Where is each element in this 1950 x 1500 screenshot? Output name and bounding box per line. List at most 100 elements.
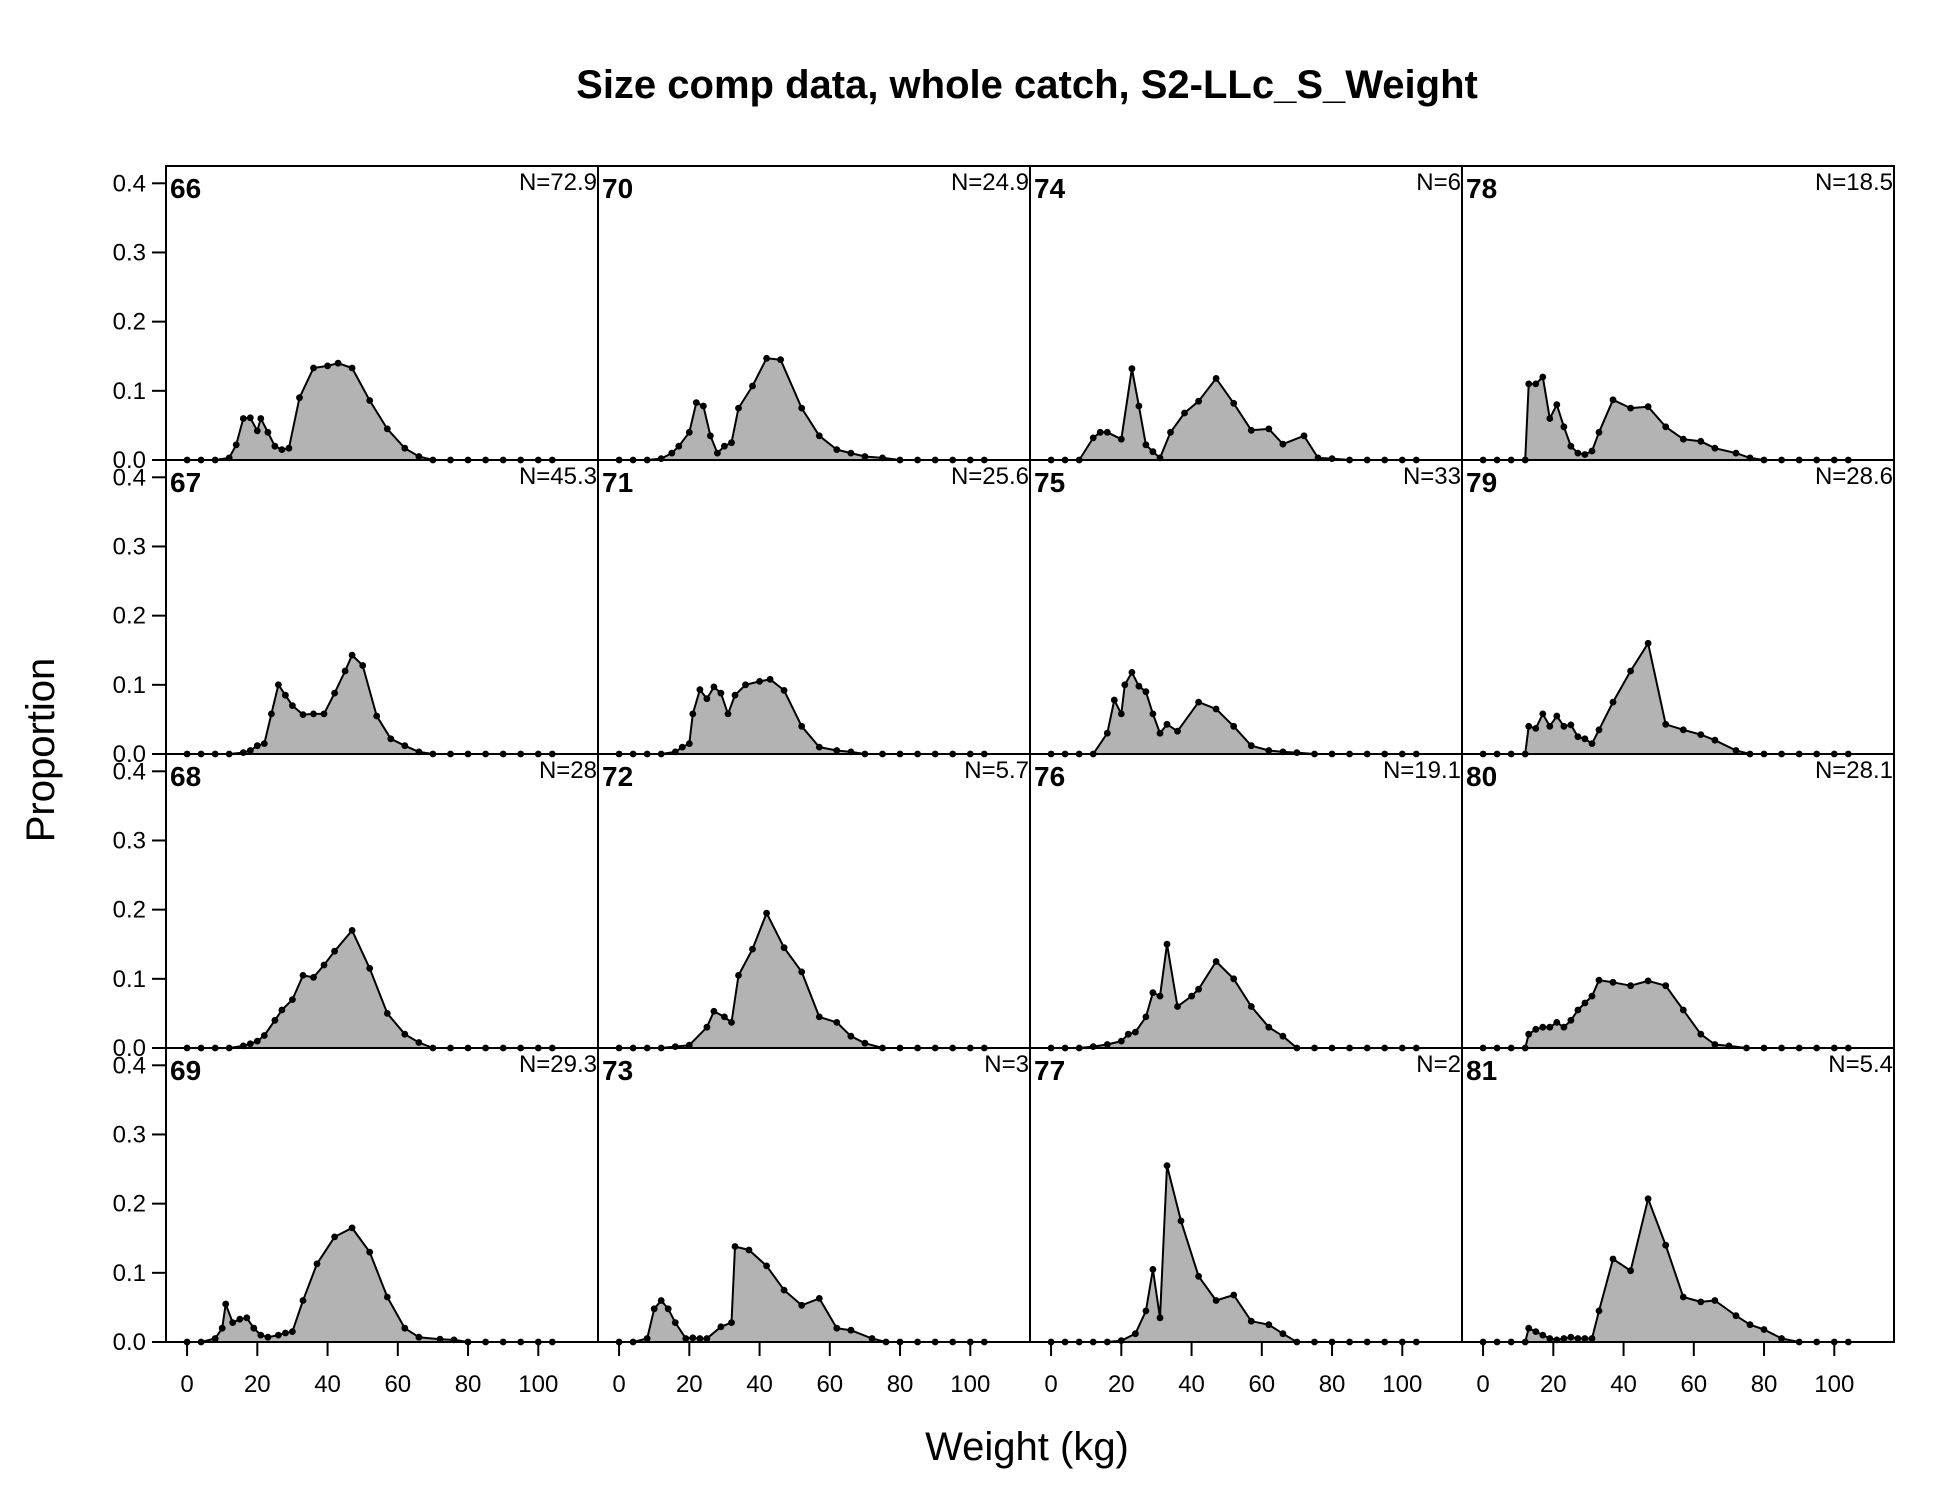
- panel-77-point-15: [1247, 1317, 1255, 1325]
- panel-76-point-18: [1265, 1023, 1273, 1031]
- panel-74-point-9: [1142, 441, 1150, 449]
- panel-69-point-21: [415, 1333, 423, 1341]
- panel-80-point-11: [1574, 1006, 1582, 1014]
- panel-78-year-label: 78: [1466, 173, 1497, 204]
- panel-76-point-5: [1117, 1037, 1125, 1045]
- panel-70-n-label: N=24.9: [951, 169, 1029, 196]
- panel-66-n-label: N=72.9: [519, 169, 597, 196]
- panel-73-point-16: [780, 1286, 788, 1294]
- panel-73-point-5: [664, 1305, 672, 1313]
- panel-80-point-14: [1595, 976, 1603, 984]
- panel-grid: 66 N=72.9 0.0 0.1 0.2 0.3 0.4 67 N=45.3 0.0 0.1 0.2…: [113, 165, 1895, 1398]
- panel-70-point-11: [721, 442, 728, 450]
- panel-80-year-label: 80: [1466, 761, 1497, 792]
- panel-68-point-16: [366, 965, 374, 972]
- panel-68-point-6: [253, 1037, 261, 1045]
- panel-80-point-5: [1532, 1025, 1540, 1033]
- panel-66-point-21: [415, 453, 423, 460]
- panel-80-n-label: N=28.1: [1815, 757, 1893, 784]
- panel-81-point-17: [1644, 1195, 1652, 1203]
- panel-76-point-19: [1279, 1032, 1287, 1040]
- panel-80-point-19: [1679, 1006, 1687, 1014]
- panel-78-n-label: N=18.5: [1815, 169, 1893, 196]
- panel-70-year-label: 70: [602, 173, 633, 204]
- panel-74-point-3: [1089, 434, 1097, 442]
- panel-68-year-label: 68: [170, 761, 201, 792]
- x-tick-label-81-2: 40: [1610, 1371, 1637, 1398]
- panel-76-point-14: [1195, 985, 1202, 993]
- panel-74-point-5: [1103, 428, 1111, 436]
- panel-67-point-5: [246, 747, 254, 754]
- panel-77-point-11: [1177, 1217, 1185, 1225]
- panel-68-point-7: [260, 1032, 268, 1039]
- y-axis-title: Proportion: [19, 658, 63, 843]
- panel-72-point-15: [815, 1013, 823, 1021]
- x-tick-label-73-1: 20: [676, 1371, 703, 1398]
- panel-79-point-21: [1711, 736, 1719, 744]
- panel-73-point-7: [682, 1335, 690, 1342]
- panel-71-point-15: [756, 678, 763, 685]
- panel-68-point-8: [271, 1016, 279, 1024]
- panel-67-point-6: [253, 742, 261, 750]
- y-tick-label-67-3: 0.3: [113, 533, 146, 560]
- panel-81-frame: [1461, 1047, 1895, 1343]
- panel-80-point-17: [1644, 977, 1652, 985]
- panel-72-point-8: [721, 1013, 728, 1021]
- panel-66-point-12: [285, 444, 293, 452]
- panel-73-point-3: [650, 1305, 658, 1313]
- panel-68-point-5: [246, 1040, 254, 1048]
- panel-76-point-12: [1174, 1003, 1181, 1010]
- panel-67-point-19: [373, 712, 381, 720]
- panel-67-point-9: [275, 681, 282, 689]
- panel-71-point-14: [742, 681, 749, 689]
- y-tick-label-67-4: 0.4: [113, 464, 146, 491]
- panel-73-area: [619, 1246, 985, 1342]
- panel-76-point-7: [1132, 1028, 1139, 1036]
- y-tick-label-67-0: 0.0: [113, 741, 146, 768]
- panel-78-point-13: [1588, 447, 1596, 455]
- panel-74-point-6: [1117, 435, 1125, 443]
- panel-73-point-4: [657, 1297, 665, 1304]
- panel-78-point-7: [1546, 415, 1554, 422]
- panel-77-point-9: [1156, 1314, 1164, 1322]
- panel-79-point-15: [1609, 698, 1617, 706]
- panel-66-point-17: [348, 364, 356, 372]
- y-tick-label-66-2: 0.2: [113, 309, 146, 336]
- panel-79-point-6: [1539, 710, 1547, 718]
- panel-70-point-19: [833, 446, 841, 453]
- panel-70-point-20: [847, 449, 855, 457]
- panel-72-point-14: [798, 968, 806, 976]
- panel-75-point-12: [1156, 729, 1164, 737]
- panel-75-point-14: [1174, 727, 1181, 735]
- y-tick-label-69-2: 0.2: [113, 1191, 146, 1218]
- panel-68-point-17: [383, 1010, 391, 1017]
- panel-69-point-5: [229, 1319, 237, 1326]
- panel-67-point-15: [331, 689, 338, 697]
- panel-69-point-22: [436, 1335, 444, 1343]
- panel-75-point-5: [1110, 696, 1118, 704]
- panel-74-point-4: [1096, 428, 1104, 436]
- panel-78-point-9: [1560, 423, 1568, 431]
- panel-71-n-label: N=25.6: [951, 463, 1029, 490]
- y-tick-label-68-0: 0.0: [113, 1035, 146, 1062]
- panel-67-point-13: [310, 710, 317, 718]
- panel-78-point-5: [1532, 380, 1540, 388]
- panel-75-point-19: [1265, 747, 1273, 754]
- panel-71-point-10: [710, 683, 718, 691]
- panel-67-n-label: N=45.3: [519, 463, 597, 490]
- panel-70-frame: [597, 165, 1031, 461]
- panel-66-point-13: [296, 394, 303, 402]
- panel-77-n-label: N=2: [1416, 1051, 1461, 1078]
- panel-76-area: [1051, 944, 1417, 1048]
- x-tick-label-69-0: 0: [180, 1371, 193, 1398]
- panel-70-point-13: [735, 404, 742, 412]
- panel-76-point-10: [1156, 992, 1164, 1000]
- x-tick-label-69-3: 60: [384, 1371, 411, 1398]
- panel-75-point-11: [1149, 710, 1157, 718]
- panel-71-point-18: [798, 722, 806, 730]
- panel-78-point-6: [1539, 373, 1547, 381]
- panel-79-point-10: [1567, 721, 1575, 729]
- panel-71-point-7: [689, 710, 697, 718]
- panel-74-point-15: [1212, 375, 1220, 382]
- panel-66-point-6: [246, 414, 254, 422]
